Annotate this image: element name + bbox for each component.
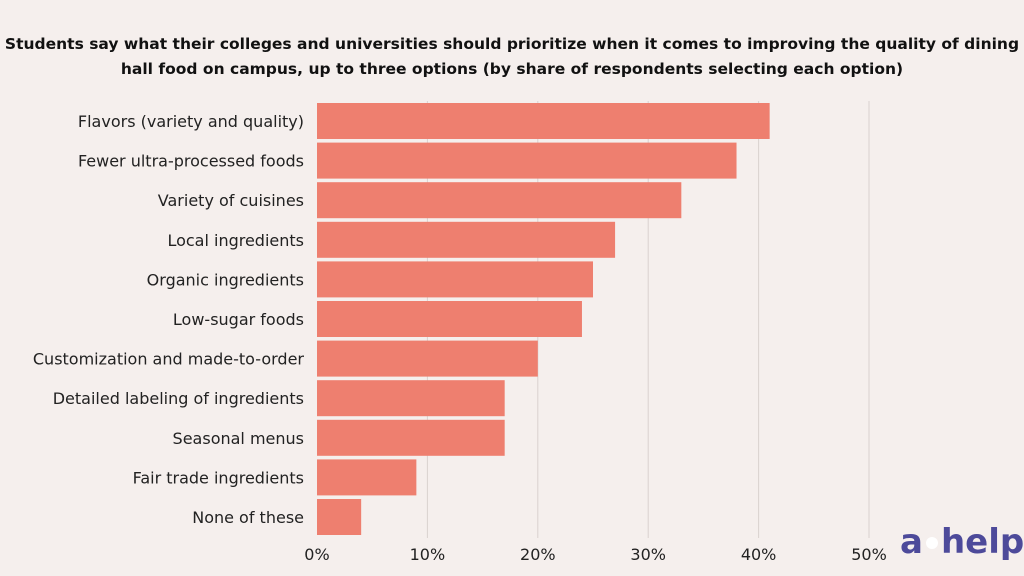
logo-text-a: a (900, 522, 923, 562)
category-label: Fair trade ingredients (133, 468, 304, 487)
category-label: Low-sugar foods (173, 310, 304, 329)
bar (317, 221, 616, 258)
category-labels: Flavors (variety and quality) Fewer ultra… (33, 112, 305, 527)
bar (317, 380, 505, 417)
category-label: Customization and made-to-order (33, 350, 305, 369)
bar (317, 182, 682, 219)
category-label: Local ingredients (167, 231, 304, 250)
bar (317, 499, 362, 535)
logo-dot-icon (925, 536, 938, 549)
x-tick-label: 40% (741, 545, 777, 564)
category-label: Variety of cuisines (158, 191, 304, 210)
x-tick-label: 20% (520, 545, 556, 564)
chart-title: Students say what their colleges and uni… (4, 35, 1020, 78)
category-label: Flavors (variety and quality) (78, 112, 304, 131)
bar (317, 103, 770, 139)
bar (317, 340, 538, 377)
x-axis-ticks: 0% 10% 20% 30% 40% 50% (304, 545, 886, 564)
bar (317, 419, 505, 456)
bar (317, 301, 582, 337)
x-tick-label: 10% (410, 545, 446, 564)
x-tick-label: 50% (851, 545, 887, 564)
category-label: None of these (192, 508, 304, 527)
bars (317, 103, 770, 535)
bar (317, 459, 417, 496)
x-tick-label: 30% (630, 545, 666, 564)
bar (317, 261, 593, 298)
category-label: Seasonal menus (173, 429, 304, 448)
category-label: Organic ingredients (147, 270, 304, 289)
category-label: Detailed labeling of ingredients (53, 389, 304, 408)
ahelp-logo: a help (900, 522, 1024, 562)
x-tick-label: 0% (304, 545, 329, 564)
bar (317, 142, 737, 179)
logo-text-help: help (940, 522, 1024, 562)
category-label: Fewer ultra-processed foods (78, 152, 304, 171)
